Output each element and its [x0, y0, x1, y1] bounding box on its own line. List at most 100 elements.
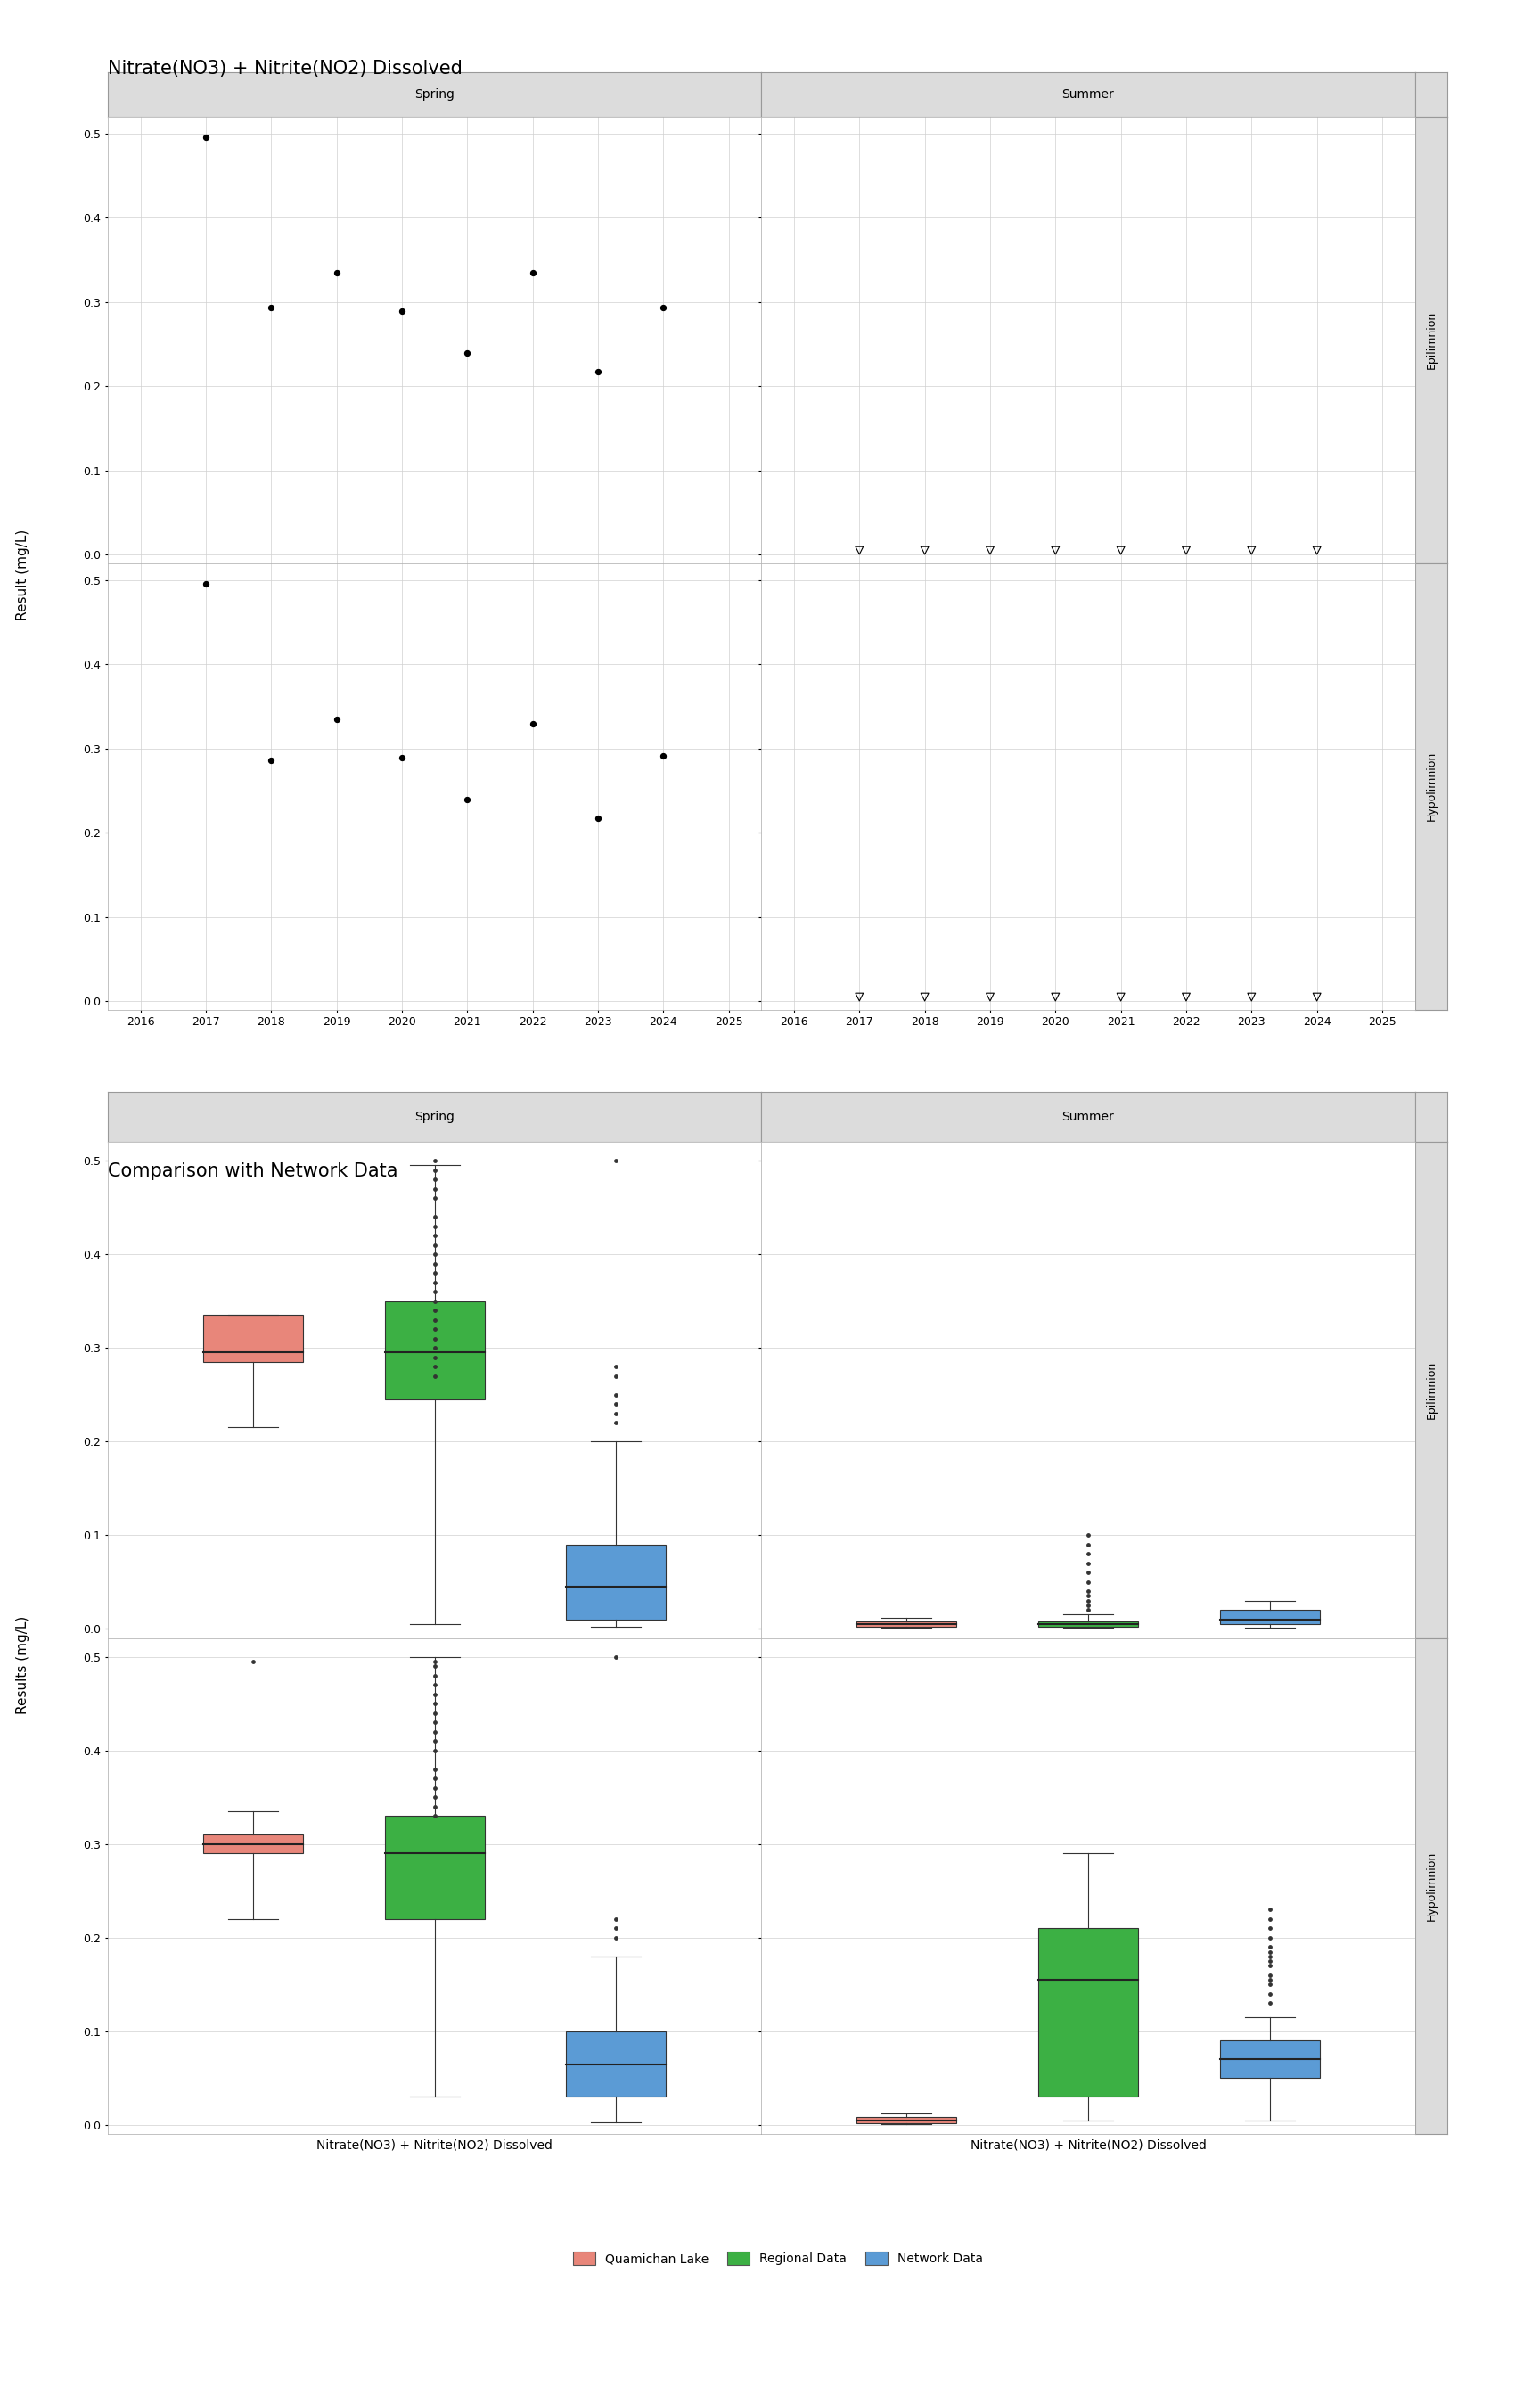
Bar — [1220, 2041, 1320, 2077]
Text: Summer: Summer — [1063, 1112, 1115, 1124]
Point — [422, 1778, 447, 1816]
Text: Comparison with Network Data: Comparison with Network Data — [108, 1162, 397, 1179]
Bar — [203, 1835, 303, 1855]
Point — [1109, 532, 1133, 570]
Point — [422, 1675, 447, 1713]
Point — [422, 1140, 447, 1179]
Point — [1257, 1929, 1281, 1967]
Point — [454, 333, 479, 371]
Point — [1304, 532, 1329, 570]
Point — [422, 1263, 447, 1301]
Point — [422, 1227, 447, 1265]
Point — [422, 1732, 447, 1771]
Point — [422, 1291, 447, 1330]
Point — [604, 1356, 628, 1394]
Point — [422, 1160, 447, 1198]
Point — [422, 1208, 447, 1246]
Point — [1257, 1955, 1281, 1993]
Point — [604, 1910, 628, 1948]
Point — [1043, 978, 1067, 1016]
Point — [1173, 978, 1198, 1016]
Point — [422, 1759, 447, 1797]
Bar — [567, 2032, 667, 2096]
Point — [422, 1723, 447, 1761]
Point — [847, 978, 872, 1016]
Point — [1257, 1974, 1281, 2013]
Point — [422, 1272, 447, 1311]
Point — [422, 1234, 447, 1272]
Bar — [856, 1622, 956, 1627]
Point — [259, 288, 283, 326]
Text: Epilimnion: Epilimnion — [1426, 311, 1437, 369]
Text: Result (mg/L): Result (mg/L) — [17, 530, 29, 621]
X-axis label: Nitrate(NO3) + Nitrite(NO2) Dissolved: Nitrate(NO3) + Nitrite(NO2) Dissolved — [317, 2140, 553, 2152]
Point — [604, 1140, 628, 1179]
Point — [1043, 532, 1067, 570]
Bar — [385, 1301, 485, 1399]
Point — [422, 1646, 447, 1684]
Point — [454, 781, 479, 819]
Point — [604, 1385, 628, 1423]
Text: Nitrate(NO3) + Nitrite(NO2) Dissolved: Nitrate(NO3) + Nitrite(NO2) Dissolved — [108, 60, 462, 77]
Point — [422, 1665, 447, 1704]
Point — [422, 1282, 447, 1320]
Point — [1257, 1890, 1281, 1929]
Point — [422, 1198, 447, 1236]
Text: Results (mg/L): Results (mg/L) — [17, 1615, 29, 1716]
Point — [259, 740, 283, 779]
Point — [1257, 1946, 1281, 1984]
Point — [585, 800, 610, 839]
Point — [422, 1253, 447, 1291]
Point — [1257, 1965, 1281, 2003]
Point — [390, 292, 414, 331]
Point — [422, 1330, 447, 1368]
Text: Spring: Spring — [414, 1112, 454, 1124]
Point — [1076, 1572, 1101, 1610]
Point — [422, 1641, 447, 1680]
Bar — [567, 1545, 667, 1620]
Point — [390, 738, 414, 776]
Point — [604, 1394, 628, 1433]
Text: Spring: Spring — [414, 89, 454, 101]
Point — [422, 1179, 447, 1217]
Bar — [856, 2118, 956, 2123]
Point — [521, 254, 545, 292]
Point — [422, 1768, 447, 1807]
Point — [422, 1356, 447, 1394]
Point — [1109, 978, 1133, 1016]
Point — [1257, 1919, 1281, 1958]
Point — [422, 1749, 447, 1787]
Point — [422, 1311, 447, 1349]
Point — [1240, 978, 1264, 1016]
Point — [422, 1787, 447, 1826]
Point — [1257, 1941, 1281, 1979]
Point — [422, 1797, 447, 1835]
Point — [1076, 1577, 1101, 1615]
Point — [422, 1150, 447, 1188]
Point — [604, 1900, 628, 1938]
Point — [521, 704, 545, 743]
Point — [422, 1169, 447, 1208]
Point — [1076, 1526, 1101, 1565]
Bar — [1038, 1622, 1138, 1627]
Point — [325, 254, 350, 292]
Point — [604, 1919, 628, 1958]
Point — [325, 700, 350, 738]
Bar — [1220, 1610, 1320, 1624]
Point — [1257, 1900, 1281, 1938]
Point — [1257, 1984, 1281, 2022]
Point — [1173, 532, 1198, 570]
Text: Hypolimnion: Hypolimnion — [1426, 752, 1437, 822]
Point — [1076, 1586, 1101, 1624]
Point — [585, 352, 610, 391]
Point — [1076, 1517, 1101, 1555]
Point — [422, 1244, 447, 1282]
Point — [1257, 1960, 1281, 1998]
Point — [651, 738, 676, 776]
Point — [1304, 978, 1329, 1016]
Point — [1257, 1938, 1281, 1977]
Point — [1076, 1553, 1101, 1591]
Text: Epilimnion: Epilimnion — [1426, 1361, 1437, 1418]
Point — [240, 1641, 265, 1680]
Point — [651, 288, 676, 326]
